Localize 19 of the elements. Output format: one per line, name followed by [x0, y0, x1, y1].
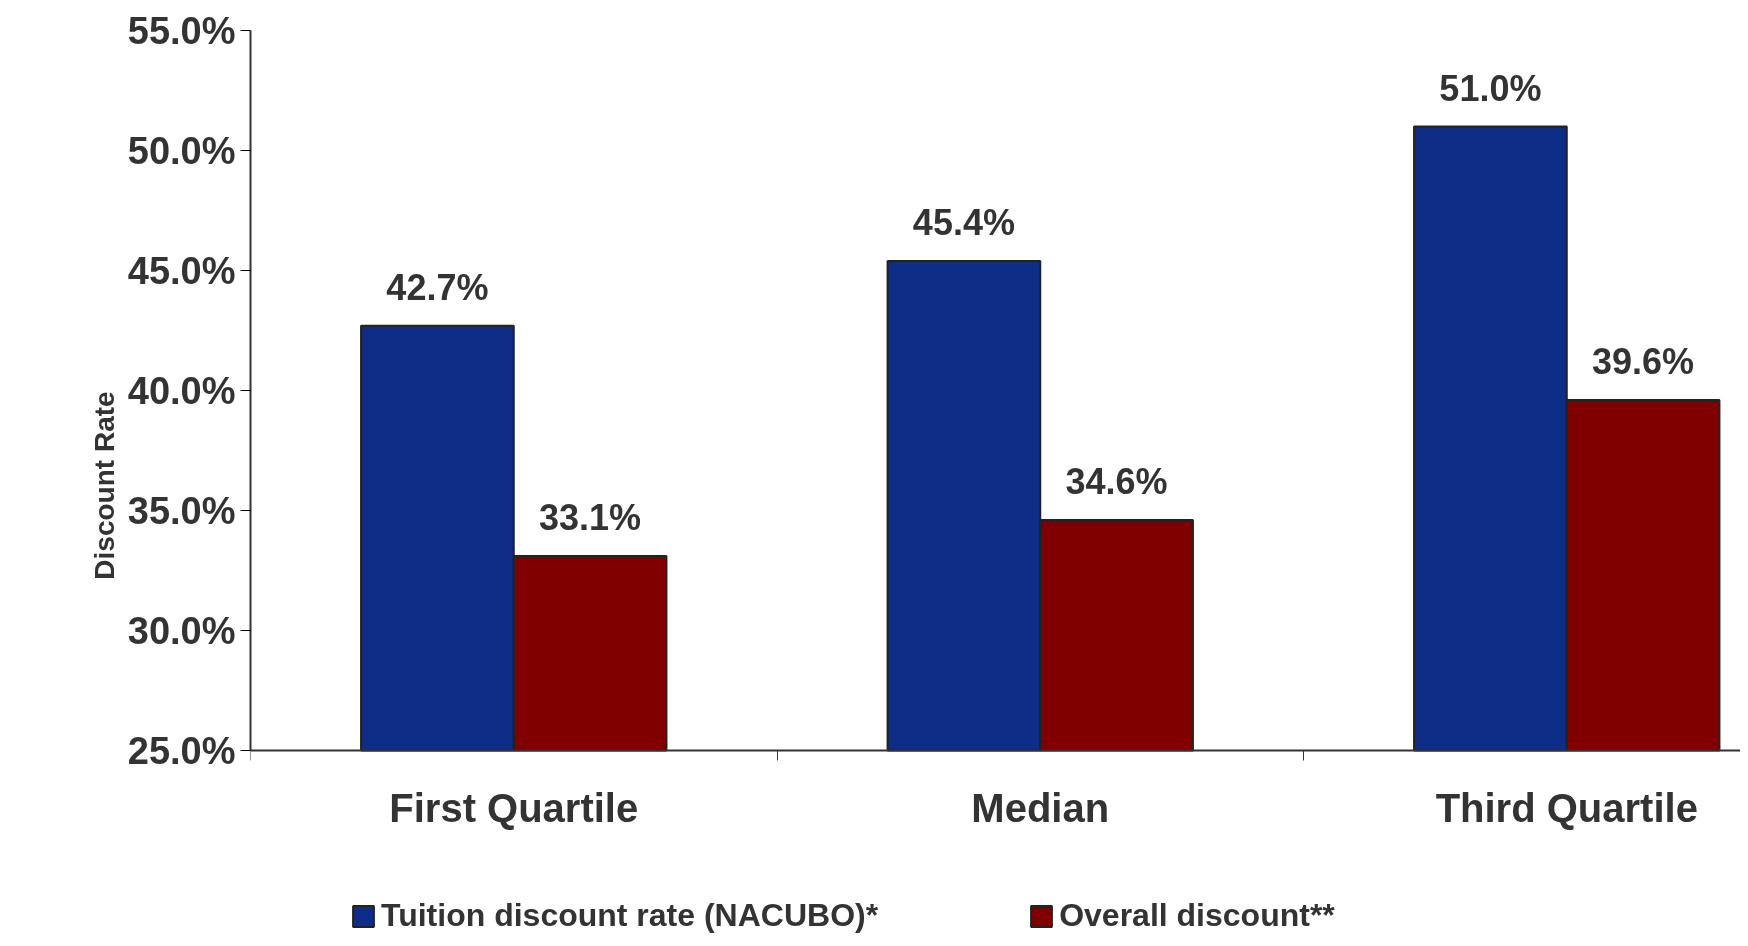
y-tick-label: 55.0% — [127, 9, 236, 52]
data-label: 45.4% — [912, 201, 1015, 243]
x-tick-label: First Quartile — [389, 785, 639, 830]
legend-label: Tuition discount rate (NACUBO)* — [381, 897, 879, 934]
y-tick-label: 40.0% — [127, 369, 236, 412]
data-label: 34.6% — [1065, 461, 1168, 503]
y-tick-label: 35.0% — [127, 489, 236, 532]
data-label: 39.6% — [1592, 341, 1695, 383]
y-axis-title: Discount Rate — [88, 391, 120, 580]
y-tick-label: 25.0% — [127, 729, 236, 772]
y-tick-label: 30.0% — [127, 609, 236, 652]
y-tick-label: 45.0% — [127, 249, 236, 292]
x-tick-label: Median — [971, 785, 1110, 830]
y-tick-label: 50.0% — [127, 129, 236, 172]
data-label: 33.1% — [539, 497, 642, 539]
data-label: 42.7% — [386, 266, 489, 308]
legend-label: Overall discount** — [1059, 897, 1335, 934]
data-label: 51.0% — [1439, 67, 1542, 109]
x-tick-label: Third Quartile — [1435, 785, 1698, 830]
